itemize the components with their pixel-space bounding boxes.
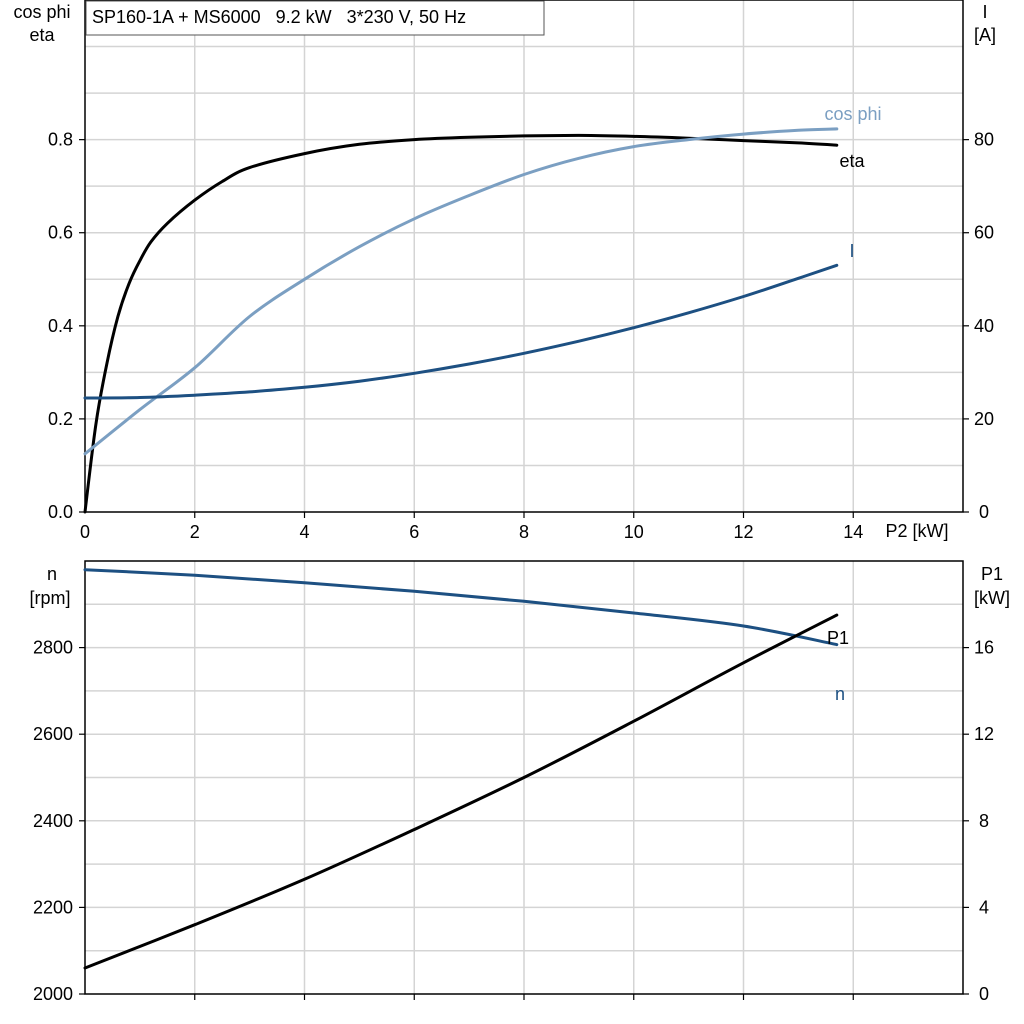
top-ticks: 0.0 0.2 0.4 0.6 0.8 0 20 40 60 80 0 2 4 6 8 10 12 14 [48, 130, 994, 542]
bottom-curves [83, 568, 839, 970]
x-tick-label: 8 [519, 522, 529, 542]
series-line-cos-phi [83, 127, 839, 456]
series-label-eta: eta [839, 151, 865, 171]
x-tick-label: 14 [843, 522, 863, 542]
x-tick-label: 6 [409, 522, 419, 542]
y-right-tick-label: 8 [979, 811, 989, 831]
x-tick-label: 12 [733, 522, 753, 542]
top-right-axis-label-line2: [A] [974, 25, 996, 45]
y-left-tick-label: 2000 [33, 984, 73, 1004]
y-left-tick-label: 2800 [33, 638, 73, 658]
series-label-cos-phi: cos phi [824, 104, 881, 124]
series-label-p1: P1 [827, 628, 849, 648]
y-right-tick-label: 80 [974, 130, 994, 150]
y-left-tick-label: 2400 [33, 811, 73, 831]
bottom-plot: 2000 2200 2400 2600 2800 0 4 8 12 16 n [rpm] P1 [… [29, 560, 1010, 1004]
series-line-p1 [83, 613, 839, 970]
chart-title: SP160-1A + MS6000 9.2 kW 3*230 V, 50 Hz [92, 7, 466, 27]
x-tick-label: 10 [624, 522, 644, 542]
bottom-ticks: 2000 2200 2400 2600 2800 0 4 8 12 16 [33, 638, 994, 1004]
x-tick-label: 0 [80, 522, 90, 542]
y-left-tick-label: 0.2 [48, 409, 73, 429]
y-right-tick-label: 0 [979, 984, 989, 1004]
top-left-axis-label-line1: cos phi [13, 2, 70, 22]
bottom-left-axis-label-line1: n [47, 564, 57, 584]
series-label-n: n [835, 684, 845, 704]
y-right-tick-label: 4 [979, 897, 989, 917]
series-line-eta [83, 133, 839, 514]
y-left-tick-label: 2600 [33, 724, 73, 744]
y-left-tick-label: 2200 [33, 897, 73, 917]
y-right-tick-label: 60 [974, 223, 994, 243]
bottom-right-axis-label-line2: [kW] [974, 588, 1010, 608]
top-right-axis-label-line1: I [982, 2, 987, 22]
y-right-tick-label: 0 [979, 502, 989, 522]
y-right-tick-label: 12 [974, 724, 994, 744]
y-right-tick-label: 16 [974, 638, 994, 658]
y-left-tick-label: 0.8 [48, 130, 73, 150]
bottom-right-axis-label-line1: P1 [981, 564, 1003, 584]
series-line-i [83, 263, 839, 400]
bottom-left-axis-label-line2: [rpm] [29, 588, 70, 608]
bottom-grid [85, 561, 963, 994]
title-box [85, 0, 545, 36]
y-left-tick-label: 0.6 [48, 223, 73, 243]
y-left-tick-label: 0.0 [48, 502, 73, 522]
series-label-current: I [849, 241, 854, 261]
top-grid [85, 0, 963, 512]
x-tick-label: 4 [299, 522, 309, 542]
x-tick-label: 2 [190, 522, 200, 542]
x-axis-label: P2 [kW] [885, 521, 948, 541]
top-left-axis-label-line2: eta [29, 25, 55, 45]
top-plot: 0.0 0.2 0.4 0.6 0.8 0 20 40 60 80 0 2 4 6 8 10 12 14 SP16… [13, 0, 996, 542]
y-right-tick-label: 40 [974, 316, 994, 336]
y-right-tick-label: 20 [974, 409, 994, 429]
series-line-n [83, 568, 839, 647]
top-curves [83, 127, 839, 514]
y-left-tick-label: 0.4 [48, 316, 73, 336]
